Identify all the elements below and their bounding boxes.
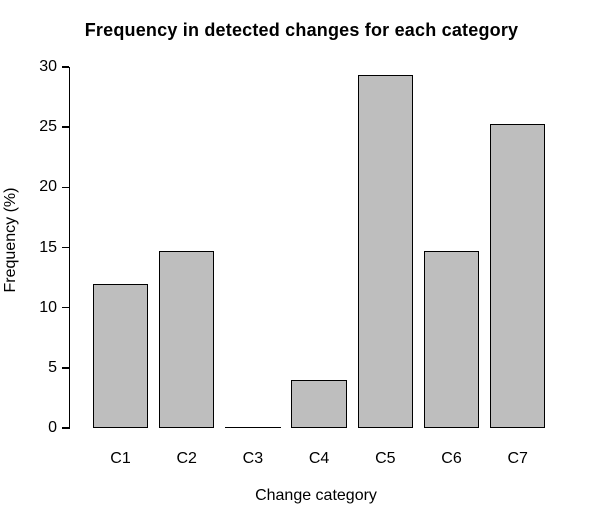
bar-C7 [489, 123, 546, 428]
x-tick-label-C6: C6 [441, 450, 462, 467]
x-axis-label: Change category [255, 487, 377, 504]
bar-C6 [423, 251, 480, 428]
bar-C5 [357, 75, 414, 428]
y-tick-label: 5 [48, 358, 57, 376]
y-tick [61, 126, 69, 128]
y-tick-label: 20 [39, 178, 57, 196]
y-tick [61, 427, 69, 429]
y-tick-label: 0 [48, 419, 57, 436]
y-tick-label: 10 [39, 298, 57, 316]
y-axis-line [68, 66, 70, 429]
x-tick-label-C4: C4 [308, 450, 330, 467]
y-tick [61, 367, 69, 369]
x-tick-label-C7: C7 [507, 450, 528, 467]
y-tick [61, 66, 69, 68]
y-tick-label: 15 [39, 238, 57, 256]
y-tick [61, 186, 69, 189]
y-tick-label: 30 [39, 58, 57, 75]
y-tick-label: 25 [39, 118, 57, 136]
x-tick-label-C2: C2 [176, 450, 197, 467]
x-tick-label-C1: C1 [110, 450, 131, 467]
x-tick-label-C5: C5 [375, 450, 396, 467]
bar-C2 [158, 251, 215, 428]
y-tick [61, 246, 69, 249]
bar-C1 [92, 283, 149, 428]
chart-title: Frequency in detected changes for each c… [84, 20, 519, 40]
bar-C3 [225, 426, 281, 428]
y-tick [61, 306, 69, 309]
x-tick-label-C3: C3 [242, 450, 264, 467]
bar-C4 [291, 379, 347, 428]
